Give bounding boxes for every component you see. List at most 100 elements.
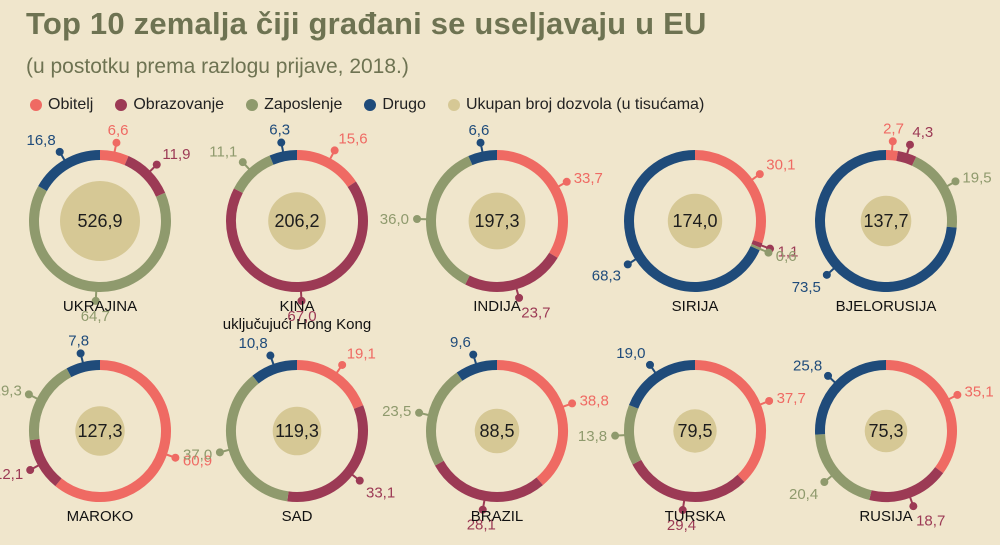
value-label-rusija-drugo: 25,8 [793, 357, 822, 374]
arc-indija-drugo [468, 150, 498, 166]
total-label-ukrajina: 526,9 [77, 211, 122, 231]
arc-maroko-drugo [66, 360, 101, 378]
total-circle-indija [468, 192, 526, 250]
leader-dot-sirija-zaposlenje [764, 248, 773, 257]
total-circle-bjelorusija [860, 195, 912, 247]
value-label-turska-zaposlenje: 13,8 [578, 428, 607, 445]
value-label-ukrajina-drugo: 16,8 [26, 132, 55, 149]
legend-label-obrazovanje: Obrazovanje [133, 96, 225, 113]
total-label-rusija: 75,3 [868, 421, 903, 441]
leader-dot-turska-obrazovanje [678, 506, 687, 515]
value-label-sad-obitelj: 19,1 [347, 345, 376, 362]
arc-brazil-zaposlenje [426, 372, 463, 466]
leader-dot-brazil-obitelj [568, 399, 577, 408]
arc-turska-obrazovanje [632, 459, 745, 502]
arc-kina-zaposlenje [233, 155, 274, 194]
leader-dot-sad-obitelj [338, 360, 347, 369]
arc-sad-drugo [252, 360, 298, 384]
country-subname-kina: uključujući Hong Kong [223, 316, 371, 333]
value-label-maroko-drugo: 7,8 [68, 333, 89, 350]
value-label-sirija-zaposlenje: 0,6 [776, 248, 797, 265]
leader-dot-sad-obrazovanje [355, 476, 364, 485]
value-label-sirija-obrazovanje: 1,1 [778, 243, 799, 260]
value-label-sad-obrazovanje: 33,1 [366, 485, 395, 502]
leader-dot-bjelorusija-zaposlenje [951, 177, 960, 186]
arc-kina-drugo [269, 150, 298, 165]
leader-dot-ukrajina-zaposlenje [91, 296, 100, 305]
leader-dot-sad-drugo [266, 351, 275, 360]
leader-dot-bjelorusija-obrazovanje [906, 140, 914, 149]
arc-bjelorusija-drugo [815, 150, 957, 292]
value-label-indija-drugo: 6,6 [468, 122, 489, 139]
country-name-maroko: MAROKO [67, 508, 134, 525]
arc-rusija-obrazovanje [869, 467, 944, 502]
leader-dot-maroko-obitelj [171, 453, 180, 462]
value-label-ukrajina-obrazovanje: 11,9 [162, 146, 190, 163]
total-label-sad: 119,3 [275, 421, 319, 441]
value-label-sirija-obitelj: 30,1 [766, 156, 795, 173]
value-label-turska-obrazovanje: 29,4 [667, 517, 696, 534]
arc-turska-obitelj [694, 360, 766, 482]
country-name-sad: SAD [282, 508, 313, 525]
leader-dot-rusija-drugo [824, 371, 833, 380]
total-circle-sirija [667, 193, 723, 249]
leader-dot-ukrajina-obrazovanje [152, 160, 161, 169]
arc-turska-zaposlenje [624, 404, 642, 465]
leader-dot-indija-zaposlenje [413, 214, 422, 223]
legend-item-drugo: Drugo [364, 96, 426, 114]
leader-dot-sirija-drugo [623, 260, 632, 269]
value-label-kina-obitelj: 15,6 [338, 130, 367, 147]
value-label-turska-obitelj: 37,7 [777, 390, 806, 407]
leader-dot-turska-zaposlenje [611, 431, 620, 440]
arc-turska-drugo [628, 360, 696, 409]
arc-maroko-obitelj [55, 360, 171, 502]
arc-sirija-drugo [624, 150, 760, 292]
legend: Obitelj Obrazovanje Zaposlenje Drugo Uku… [30, 94, 726, 116]
value-label-brazil-obitelj: 38,8 [580, 393, 609, 410]
arc-maroko-zaposlenje [29, 368, 72, 441]
arc-sirija-obitelj [694, 150, 766, 244]
legend-swatch-obitelj [30, 99, 42, 111]
arc-rusija-obitelj [885, 360, 957, 474]
legend-swatch-zaposlenje [246, 99, 259, 111]
arc-kina-obrazovanje [226, 181, 368, 292]
leader-dot-rusija-zaposlenje [820, 477, 829, 486]
value-label-sirija-drugo: 68,3 [592, 268, 621, 285]
value-label-brazil-zaposlenje: 23,5 [382, 403, 411, 420]
leader-dot-indija-drugo [476, 138, 485, 147]
value-label-bjelorusija-drugo: 73,5 [792, 279, 821, 296]
arc-ukrajina-drugo [38, 150, 101, 192]
value-label-sad-zaposlenje: 37,0 [183, 447, 212, 464]
value-label-maroko-zaposlenje: 19,3 [0, 383, 22, 400]
leader-dot-maroko-obrazovanje [26, 466, 35, 475]
leader-dot-brazil-obrazovanje [478, 505, 487, 514]
arc-sad-obrazovanje [287, 405, 368, 502]
leader-dot-rusija-obitelj [953, 390, 962, 399]
arc-indija-obitelj [496, 150, 568, 258]
arc-maroko-obrazovanje [29, 438, 62, 487]
country-name-rusija: RUSIJA [859, 508, 912, 525]
arc-indija-obrazovanje [465, 252, 558, 292]
value-label-sad-drugo: 10,8 [238, 335, 267, 352]
leader-dot-maroko-drugo [76, 349, 85, 358]
arc-bjelorusija-obrazovanje [896, 151, 917, 166]
value-label-indija-zaposlenje: 36,0 [380, 211, 409, 228]
legend-item-obrazovanje: Obrazovanje [115, 96, 224, 114]
country-name-kina: KINA [279, 298, 314, 315]
arc-bjelorusija-obitelj [885, 150, 898, 161]
value-label-turska-drugo: 19,0 [616, 345, 645, 362]
leader-dot-bjelorusija-drugo [822, 270, 831, 279]
leader-dot-turska-drugo [645, 360, 654, 369]
arc-rusija-drugo [815, 360, 887, 435]
arc-sirija-obrazovanje [751, 240, 763, 248]
total-circle-maroko [75, 406, 125, 456]
legend-label-obitelj: Obitelj [48, 96, 94, 113]
chart-subtitle: (u postotku prema razlogu prijave, 2018.… [26, 55, 409, 78]
leader-dot-sirija-obitelj [755, 170, 764, 179]
leader-dot-indija-obitelj [562, 177, 571, 186]
total-label-maroko: 127,3 [77, 421, 122, 441]
arc-indija-zaposlenje [426, 156, 473, 285]
legend-swatch-obrazovanje [115, 99, 128, 111]
value-label-brazil-drugo: 9,6 [450, 334, 471, 351]
country-name-brazil: BRAZIL [471, 508, 524, 525]
